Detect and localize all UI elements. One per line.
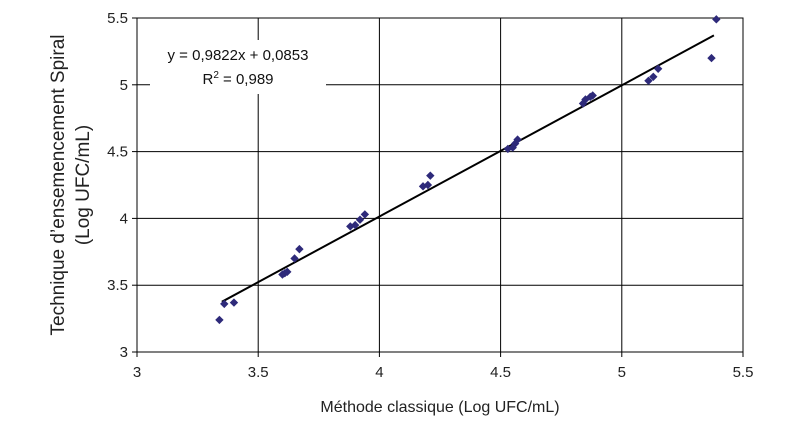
equation-box [150,40,326,94]
x-tick-label: 4 [375,364,383,381]
data-point [295,244,304,254]
data-points [215,15,721,325]
data-point [707,53,716,63]
data-point [644,76,653,85]
y-tick-label: 4.5 [107,144,128,161]
y-axis-label-line1: Technique d’ensemencement Spiral [48,34,69,335]
data-point [513,135,522,144]
x-tick-label: 3.5 [248,364,269,381]
r-squared-prefix: R [202,71,213,88]
data-point [588,91,597,100]
data-point [508,143,517,152]
y-tick-label: 3.5 [107,277,128,294]
data-point [712,15,721,24]
data-point [290,254,299,263]
x-tick-label: 5.5 [733,364,754,381]
data-point [350,220,360,230]
x-tick-label: 5 [618,364,626,381]
data-point [581,95,590,104]
data-point [283,267,292,277]
data-point [423,180,433,190]
x-tick-label: 3 [133,364,141,381]
y-tick-labels: 3 3.5 4 4.5 5 5.5 [107,10,128,361]
data-point [220,299,229,309]
trendline [221,34,715,303]
y-tick-label: 3 [120,344,128,361]
data-point [510,139,520,148]
data-point [229,298,239,307]
y-tick-label: 5.5 [107,10,128,27]
r-squared-superscript: 2 [213,70,219,81]
x-tick-label: 4.5 [490,364,511,381]
equation-annotation: y = 0,9822x + 0,0853 R2 = 0,989 [150,40,326,94]
data-point [649,72,658,81]
data-point [426,171,435,180]
data-point [653,64,663,73]
y-axis-label-line2: (Log UFC/mL) [73,125,94,245]
r-squared-value: = 0,989 [219,71,274,88]
data-point [215,315,224,325]
r-squared-text: R2 = 0,989 [202,70,273,88]
y-tick-label: 5 [120,77,128,94]
y-tick-label: 4 [120,210,128,227]
data-point [355,215,365,224]
data-point [360,210,370,219]
equation-text: y = 0,9822x + 0,0853 [168,47,309,64]
x-tick-labels: 3 3.5 4 4.5 5 5.5 [133,364,754,381]
x-axis-label: Méthode classique (Log UFC/mL) [320,399,559,416]
